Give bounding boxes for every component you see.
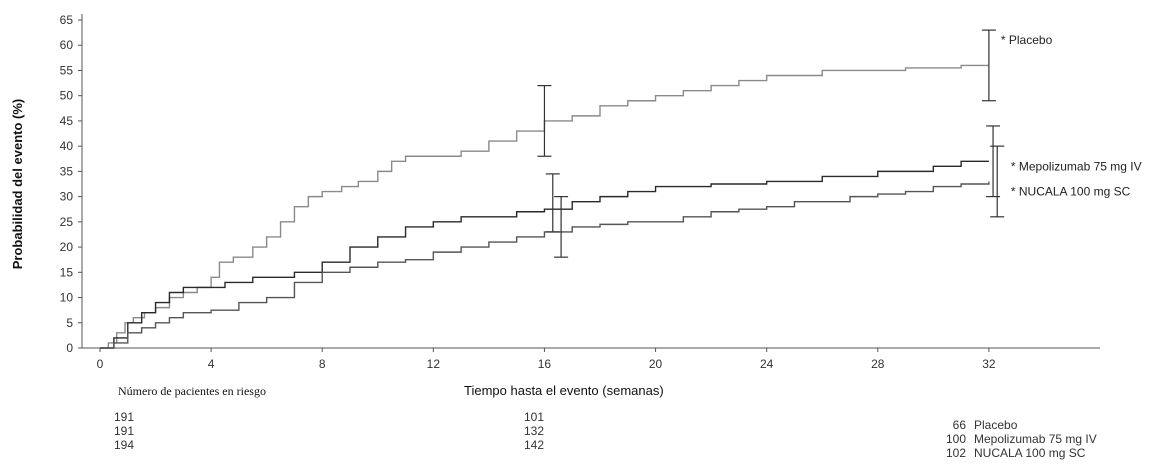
risk-column-week0: 191 191 194	[114, 410, 134, 452]
risk-count: 194	[114, 438, 135, 452]
risk-count: 191	[114, 424, 135, 438]
y-tick-label: 30	[60, 190, 74, 204]
series-label: * NUCALA 100 mg SC	[1011, 185, 1131, 199]
y-tick-label: 45	[60, 114, 74, 128]
series-label: * Placebo	[1001, 33, 1053, 47]
y-tick-label: 25	[60, 215, 74, 229]
risk-count: 132	[524, 424, 545, 438]
x-tick-label: 8	[319, 357, 326, 371]
risk-count: 142	[524, 438, 545, 452]
series-line	[100, 181, 990, 349]
risk-table-title: Número de pacientes en riesgo	[118, 384, 266, 398]
risk-row-mepolizumab: 100 Mepolizumab 75 mg IV	[930, 432, 1097, 446]
risk-legend-week32: 66 Placebo 100 Mepolizumab 75 mg IV 102 …	[930, 418, 1097, 460]
y-tick-label: 65	[60, 13, 74, 27]
y-tick-label: 60	[60, 38, 74, 52]
risk-column-week16: 101 132 142	[524, 410, 544, 452]
x-tick-label: 0	[97, 357, 104, 371]
series-label: * Mepolizumab 75 mg IV	[1011, 159, 1142, 173]
y-tick-label: 55	[60, 63, 74, 77]
risk-count: 100	[945, 432, 966, 446]
x-tick-label: 12	[427, 357, 441, 371]
x-tick-label: 24	[760, 357, 774, 371]
y-tick-label: 35	[60, 164, 74, 178]
y-tick-label: 50	[60, 89, 74, 103]
risk-count: 101	[524, 410, 545, 424]
x-axis-label: Tiempo hasta el evento (semanas)	[464, 383, 664, 398]
series-line	[100, 64, 989, 349]
y-tick-label: 15	[60, 265, 74, 279]
risk-count: 102	[945, 446, 966, 460]
y-tick-label: 0	[66, 341, 73, 355]
y-tick-label: 20	[60, 240, 74, 254]
x-tick-label: 28	[871, 357, 885, 371]
risk-group-label: Mepolizumab 75 mg IV	[974, 432, 1097, 446]
risk-row-nucala: 102 NUCALA 100 mg SC	[930, 446, 1097, 460]
series-line	[100, 160, 989, 349]
y-axis-label: Probabilidad del evento (%)	[10, 99, 25, 269]
risk-group-label: Placebo	[974, 418, 1018, 432]
kaplan-meier-chart: 0 5 10 15 20 25 30 35 40 45 50 55 60 65 0 4 8 12 16 20 24 28 3…	[10, 13, 1142, 371]
x-tick-label: 20	[649, 357, 663, 371]
risk-count: 66	[952, 418, 966, 432]
risk-row-placebo: 66 Placebo	[930, 418, 1097, 432]
x-tick-label: 4	[208, 357, 215, 371]
y-tick-label: 10	[60, 291, 74, 305]
risk-group-label: NUCALA 100 mg SC	[974, 446, 1086, 460]
y-tick-label: 5	[66, 316, 73, 330]
risk-count: 191	[114, 410, 135, 424]
x-tick-label: 16	[538, 357, 552, 371]
y-tick-label: 40	[60, 139, 74, 153]
x-tick-label: 32	[982, 357, 996, 371]
